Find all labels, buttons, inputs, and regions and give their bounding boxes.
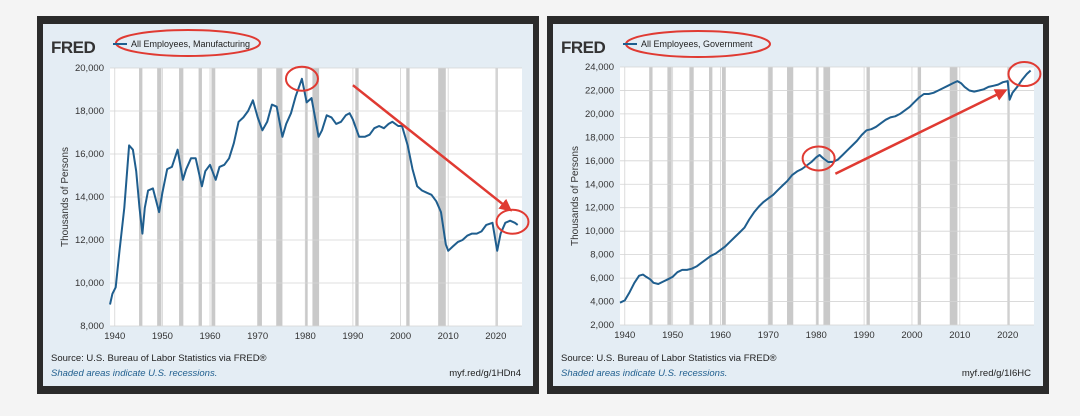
highlight-circle: [495, 208, 530, 235]
recession-band: [949, 67, 958, 325]
x-tick-label: 1940: [614, 330, 635, 341]
recession-band: [689, 67, 694, 325]
x-tick-label: 1950: [662, 330, 683, 341]
y-axis-label: Thousands of Persons: [570, 146, 581, 246]
highlight-circle: [1007, 61, 1042, 88]
chart-card: 2,000 4,000 6,000 8,000 10,000 12,000 14,000 16…: [553, 24, 1043, 386]
legend-label: All Employees, Manufacturing: [131, 39, 251, 49]
legend: All Employees, Government: [623, 39, 753, 49]
recession-band: [709, 67, 713, 325]
x-tick-label: 1940: [104, 331, 125, 342]
chart-card: 8,000 10,000 12,000 14,000 16,000 18,000 20,00…: [43, 24, 533, 386]
x-tick-label: 2020: [997, 330, 1018, 341]
y-tick-label: 18,000: [75, 106, 104, 117]
legend: All Employees, Manufacturing: [113, 39, 250, 49]
x-tick-label: 1960: [710, 330, 731, 341]
legend-swatch: [113, 43, 127, 45]
recession-band: [721, 67, 726, 325]
trend-arrow: [834, 89, 1008, 175]
x-tick-label: 1990: [342, 331, 363, 342]
y-axis-label: Thousands of Persons: [60, 147, 71, 247]
y-tick-label: 18,000: [585, 132, 614, 143]
y-tick-label: 24,000: [585, 62, 614, 73]
y-tick-label: 8,000: [590, 250, 614, 261]
series-line: [619, 69, 1032, 304]
y-tick-label: 14,000: [585, 179, 614, 190]
manufacturing-chart-svg: 8,000 10,000 12,000 14,000 16,000 18,000 20,00…: [60, 29, 530, 342]
legend-label: All Employees, Government: [641, 39, 753, 49]
government-chart-svg: 2,000 4,000 6,000 8,000 10,000 12,000 14,000 16…: [570, 30, 1042, 341]
recession-band: [823, 67, 831, 325]
y-tick-label: 8,000: [80, 321, 104, 332]
y-tick-label: 14,000: [75, 192, 104, 203]
x-tick-label: 1960: [199, 331, 220, 342]
y-tick-label: 16,000: [585, 156, 614, 167]
y-tick-label: 12,000: [585, 203, 614, 214]
y-tick-label: 4,000: [590, 297, 614, 308]
legend-swatch: [623, 43, 637, 45]
x-tick-label: 1950: [152, 331, 173, 342]
fred-logo: FRED: [561, 38, 606, 57]
x-tick-label: 1970: [758, 330, 779, 341]
x-tick-label: 1970: [247, 331, 268, 342]
chart-panel-manufacturing: 8,000 10,000 12,000 14,000 16,000 18,000 20,00…: [37, 16, 539, 394]
y-tick-label: 20,000: [585, 109, 614, 120]
chart-panel-government: 2,000 4,000 6,000 8,000 10,000 12,000 14,000 16…: [547, 16, 1049, 394]
recession-band: [1008, 67, 1010, 325]
recession-note: Shaded areas indicate U.S. recessions.: [51, 368, 218, 379]
short-link[interactable]: myf.red/g/1HDn4: [449, 368, 521, 379]
recession-band: [787, 67, 794, 325]
x-tick-label: 2000: [390, 331, 411, 342]
x-tick-label: 1990: [854, 330, 875, 341]
highlight-circle: [801, 145, 836, 172]
y-tick-label: 10,000: [585, 226, 614, 237]
series-line: [109, 77, 519, 305]
y-tick-label: 16,000: [75, 149, 104, 160]
x-tick-label: 2010: [438, 331, 459, 342]
recession-band: [816, 67, 819, 325]
y-tick-label: 12,000: [75, 235, 104, 246]
source-text: Source: U.S. Bureau of Labor Statistics …: [561, 353, 777, 364]
highlight-circle: [284, 65, 319, 92]
y-tick-label: 2,000: [590, 320, 614, 331]
x-tick-label: 2020: [485, 331, 506, 342]
recession-band: [667, 67, 672, 325]
x-tick-label: 2010: [949, 330, 970, 341]
x-tick-label: 1980: [295, 331, 316, 342]
x-tick-label: 2000: [901, 330, 922, 341]
recession-band: [866, 67, 870, 325]
y-tick-label: 22,000: [585, 85, 614, 96]
recession-band: [649, 67, 653, 325]
fred-logo: FRED: [51, 38, 96, 57]
x-tick-label: 1980: [806, 330, 827, 341]
short-link[interactable]: myf.red/g/1I6HC: [961, 368, 1031, 379]
recession-band: [917, 67, 922, 325]
trend-arrow: [352, 84, 513, 212]
y-tick-label: 6,000: [590, 273, 614, 284]
y-tick-label: 10,000: [75, 278, 104, 289]
y-tick-label: 20,000: [75, 63, 104, 74]
recession-note: Shaded areas indicate U.S. recessions.: [561, 368, 728, 379]
source-text: Source: U.S. Bureau of Labor Statistics …: [51, 353, 267, 364]
